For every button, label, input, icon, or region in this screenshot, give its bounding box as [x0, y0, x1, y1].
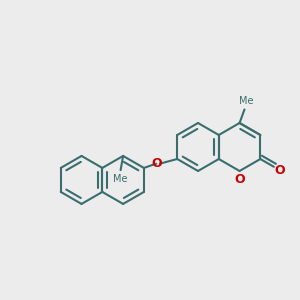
Text: O: O — [151, 157, 161, 169]
Text: Me: Me — [239, 96, 253, 106]
Text: Me: Me — [113, 174, 128, 184]
Text: O: O — [234, 173, 245, 186]
Text: O: O — [274, 164, 285, 177]
